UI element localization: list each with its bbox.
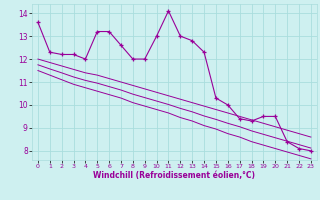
X-axis label: Windchill (Refroidissement éolien,°C): Windchill (Refroidissement éolien,°C) xyxy=(93,171,255,180)
